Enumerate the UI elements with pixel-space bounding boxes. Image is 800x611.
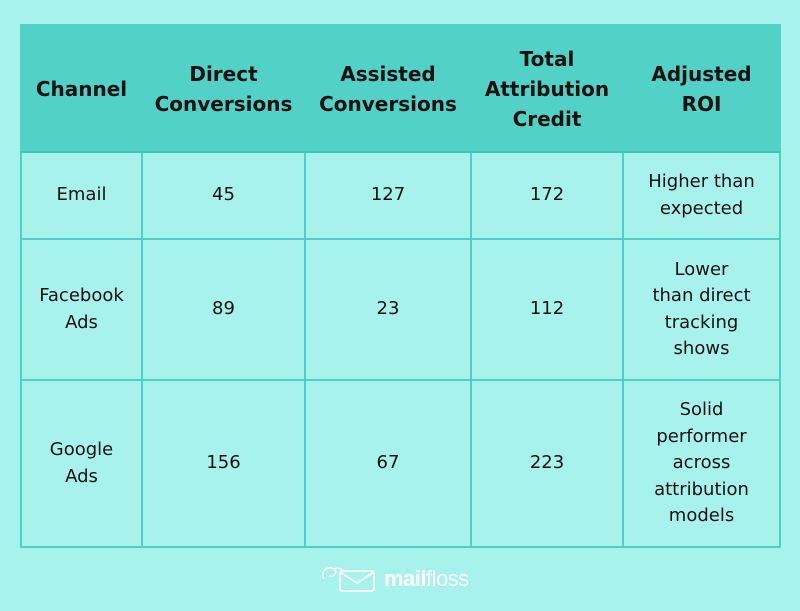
- logo-wordmark-bold: mail: [384, 566, 427, 591]
- cell-text: Google Ads: [49, 439, 114, 487]
- cell-total-attribution-credit: 223: [470, 379, 624, 548]
- header-label: Assisted Conversions: [319, 61, 457, 116]
- cell-text: 112: [529, 298, 565, 320]
- cell-text: 223: [529, 452, 565, 474]
- cell-text: 23: [376, 298, 400, 320]
- cell-direct-conversions: 45: [141, 151, 306, 240]
- header-direct-conversions: Direct Conversions: [141, 24, 306, 153]
- cell-text: Higher than expected: [648, 171, 755, 219]
- logo-wordmark-light: floss: [426, 566, 469, 591]
- table-row: Email 45 127 172 Higher than expected: [20, 151, 781, 240]
- cell-text: Facebook Ads: [39, 285, 124, 333]
- header-channel: Channel: [20, 24, 143, 153]
- cell-text: 127: [370, 184, 406, 206]
- header-label: Total Attribution Credit: [484, 46, 610, 131]
- cell-adjusted-roi: Higher than expected: [622, 151, 781, 240]
- cell-adjusted-roi: Lower than direct tracking shows: [622, 238, 781, 381]
- envelope-icon: [322, 566, 375, 592]
- header-total-attribution-credit: Total Attribution Credit: [470, 24, 624, 153]
- cell-channel: Google Ads: [20, 379, 143, 548]
- cell-text: 172: [529, 184, 565, 206]
- cell-text: 45: [212, 184, 235, 206]
- cell-text: Lower than direct tracking shows: [652, 258, 751, 360]
- header-label: Channel: [35, 76, 128, 101]
- table-row: Facebook Ads 89 23 112 Lower than direct…: [20, 238, 781, 381]
- attribution-table: Channel Direct Conversions Assisted Conv…: [20, 24, 781, 548]
- cell-assisted-conversions: 127: [304, 151, 472, 240]
- cell-text: Solid performer across attribution model…: [654, 399, 749, 527]
- cell-channel: Facebook Ads: [20, 238, 143, 381]
- header-adjusted-roi: Adjusted ROI: [622, 24, 781, 153]
- cell-direct-conversions: 156: [141, 379, 306, 548]
- cell-assisted-conversions: 67: [304, 379, 472, 548]
- header-assisted-conversions: Assisted Conversions: [304, 24, 472, 153]
- cell-text: Email: [56, 184, 107, 206]
- header-label: Adjusted ROI: [651, 61, 752, 116]
- cell-total-attribution-credit: 112: [470, 238, 624, 381]
- mailfloss-logo: mailfloss: [320, 562, 469, 596]
- cell-assisted-conversions: 23: [304, 238, 472, 381]
- cell-adjusted-roi: Solid performer across attribution model…: [622, 379, 781, 548]
- cell-total-attribution-credit: 172: [470, 151, 624, 240]
- cell-text: 67: [376, 452, 400, 474]
- header-label: Direct Conversions: [154, 61, 293, 116]
- cell-channel: Email: [20, 151, 143, 240]
- table-header-row: Channel Direct Conversions Assisted Conv…: [20, 24, 781, 153]
- cell-text: 156: [206, 452, 241, 474]
- cell-text: 89: [212, 298, 235, 320]
- logo-wordmark: mailfloss: [384, 566, 469, 592]
- table-row: Google Ads 156 67 223 Solid performer ac…: [20, 379, 781, 548]
- cell-direct-conversions: 89: [141, 238, 306, 381]
